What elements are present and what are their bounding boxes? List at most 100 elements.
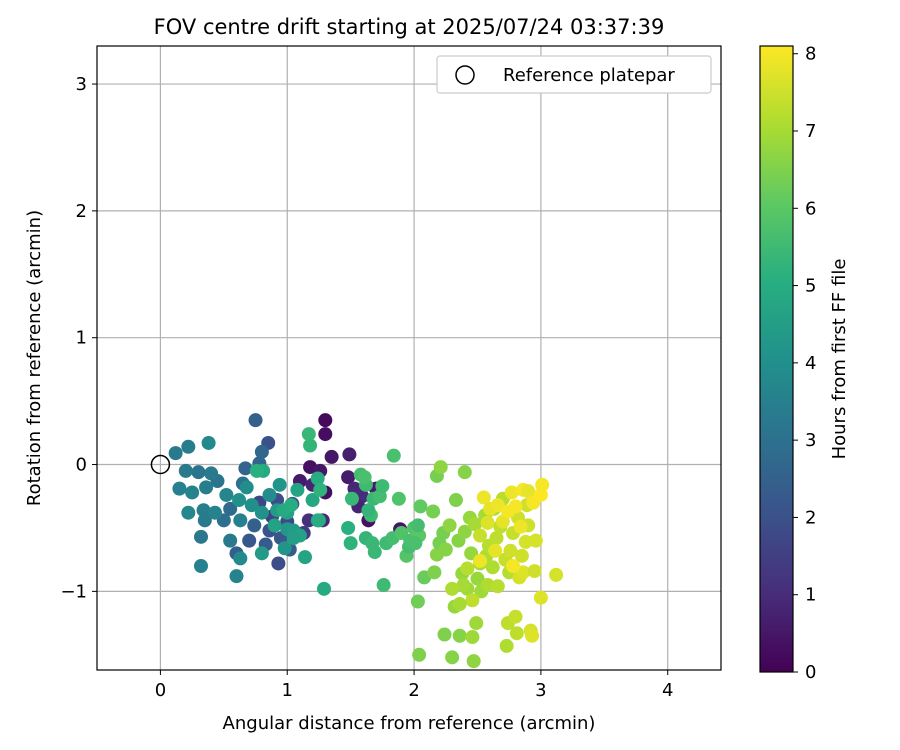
data-point [181, 505, 196, 520]
data-point [445, 581, 460, 596]
plot-frame [96, 45, 722, 671]
data-point [194, 529, 208, 544]
data-point [277, 541, 292, 556]
data-point [518, 534, 533, 549]
data-point [376, 578, 391, 593]
data-point [238, 461, 253, 476]
data-point [438, 542, 453, 557]
data-point [433, 460, 448, 475]
data-point [247, 518, 262, 533]
data-point [528, 533, 543, 548]
y-tick-label: −1 [60, 581, 87, 602]
data-point [473, 528, 488, 543]
data-point [310, 471, 325, 486]
y-tick-label: 0 [76, 455, 87, 476]
colorbar-ticks: 0 1 2 3 4 5 6 7 8 [793, 44, 816, 683]
legend-entry-reference: Reference platepar [503, 65, 675, 86]
data-point [317, 581, 332, 596]
data-point [456, 578, 471, 593]
data-point [272, 477, 287, 492]
data-point [229, 569, 244, 584]
data-point [457, 524, 472, 539]
y-tick-label: 1 [76, 328, 87, 349]
data-point [242, 533, 257, 548]
data-point [490, 579, 505, 594]
reference-marker [150, 454, 171, 475]
data-point [262, 487, 277, 502]
data-point [223, 533, 238, 548]
data-point [172, 481, 187, 496]
colorbar-label: Hours from first FF file [829, 259, 850, 460]
colorbar-tick-label: 8 [805, 44, 816, 65]
data-point [516, 565, 531, 580]
data-point [465, 593, 480, 608]
colorbar-tick-label: 4 [805, 353, 816, 374]
data-point [324, 449, 339, 464]
data-point [412, 647, 427, 662]
data-point [194, 559, 208, 573]
data-point [508, 609, 523, 624]
chart-title: FOV centre drift starting at 2025/07/24 … [154, 15, 665, 39]
data-point [480, 515, 495, 530]
data-point [305, 493, 320, 508]
colorbar-tick-label: 1 [805, 585, 816, 606]
data-point [361, 503, 376, 518]
x-tick-label: 3 [535, 680, 546, 701]
data-point [490, 498, 505, 513]
legend: Reference platepar [436, 55, 712, 94]
data-point [249, 463, 264, 478]
y-axis-label: Rotation from reference (arcmin) [24, 210, 45, 506]
data-point [427, 565, 442, 580]
data-point [413, 499, 428, 514]
x-tick-label: 0 [155, 680, 166, 701]
data-point [525, 628, 540, 643]
data-point [357, 470, 372, 485]
x-axis-label: Angular distance from reference (arcmin) [223, 713, 596, 734]
data-point [367, 545, 382, 560]
data-point [445, 650, 460, 665]
data-point [521, 484, 536, 499]
x-tick-label: 4 [662, 680, 673, 701]
data-point [549, 567, 564, 582]
x-tick-label: 2 [408, 680, 419, 701]
data-point [301, 427, 316, 442]
data-point [506, 559, 520, 573]
y-tick-label: 3 [76, 74, 87, 95]
data-point [533, 487, 548, 502]
data-point [509, 626, 524, 641]
data-point [426, 504, 441, 519]
colorbar-tick-label: 6 [805, 198, 816, 219]
data-point [178, 463, 193, 478]
data-point [460, 561, 475, 576]
data-point [284, 498, 299, 513]
data-point [341, 470, 356, 485]
data-point [204, 466, 219, 481]
data-point [199, 480, 214, 495]
data-point [303, 438, 318, 453]
data-point [232, 493, 247, 508]
data-point [503, 543, 518, 558]
data-point [286, 531, 301, 546]
colorbar-tick-label: 5 [805, 276, 816, 297]
data-point [271, 556, 286, 571]
data-point [311, 513, 326, 528]
data-point [391, 491, 406, 506]
data-point [233, 551, 248, 566]
legend-box [436, 55, 712, 94]
data-point [469, 616, 484, 631]
colorbar-tick-label: 7 [805, 121, 816, 142]
data-point [267, 518, 282, 533]
x-ticks: 0 1 2 3 4 [155, 670, 673, 701]
x-tick-label: 1 [282, 680, 293, 701]
data-point [196, 503, 211, 518]
data-point [207, 505, 222, 520]
data-point [254, 505, 269, 520]
data-point [375, 479, 390, 494]
data-point [248, 413, 263, 428]
data-point [168, 446, 183, 461]
data-point [318, 413, 333, 428]
data-point [476, 490, 491, 505]
data-point [514, 548, 529, 563]
data-point [181, 439, 196, 454]
data-point [499, 638, 514, 653]
